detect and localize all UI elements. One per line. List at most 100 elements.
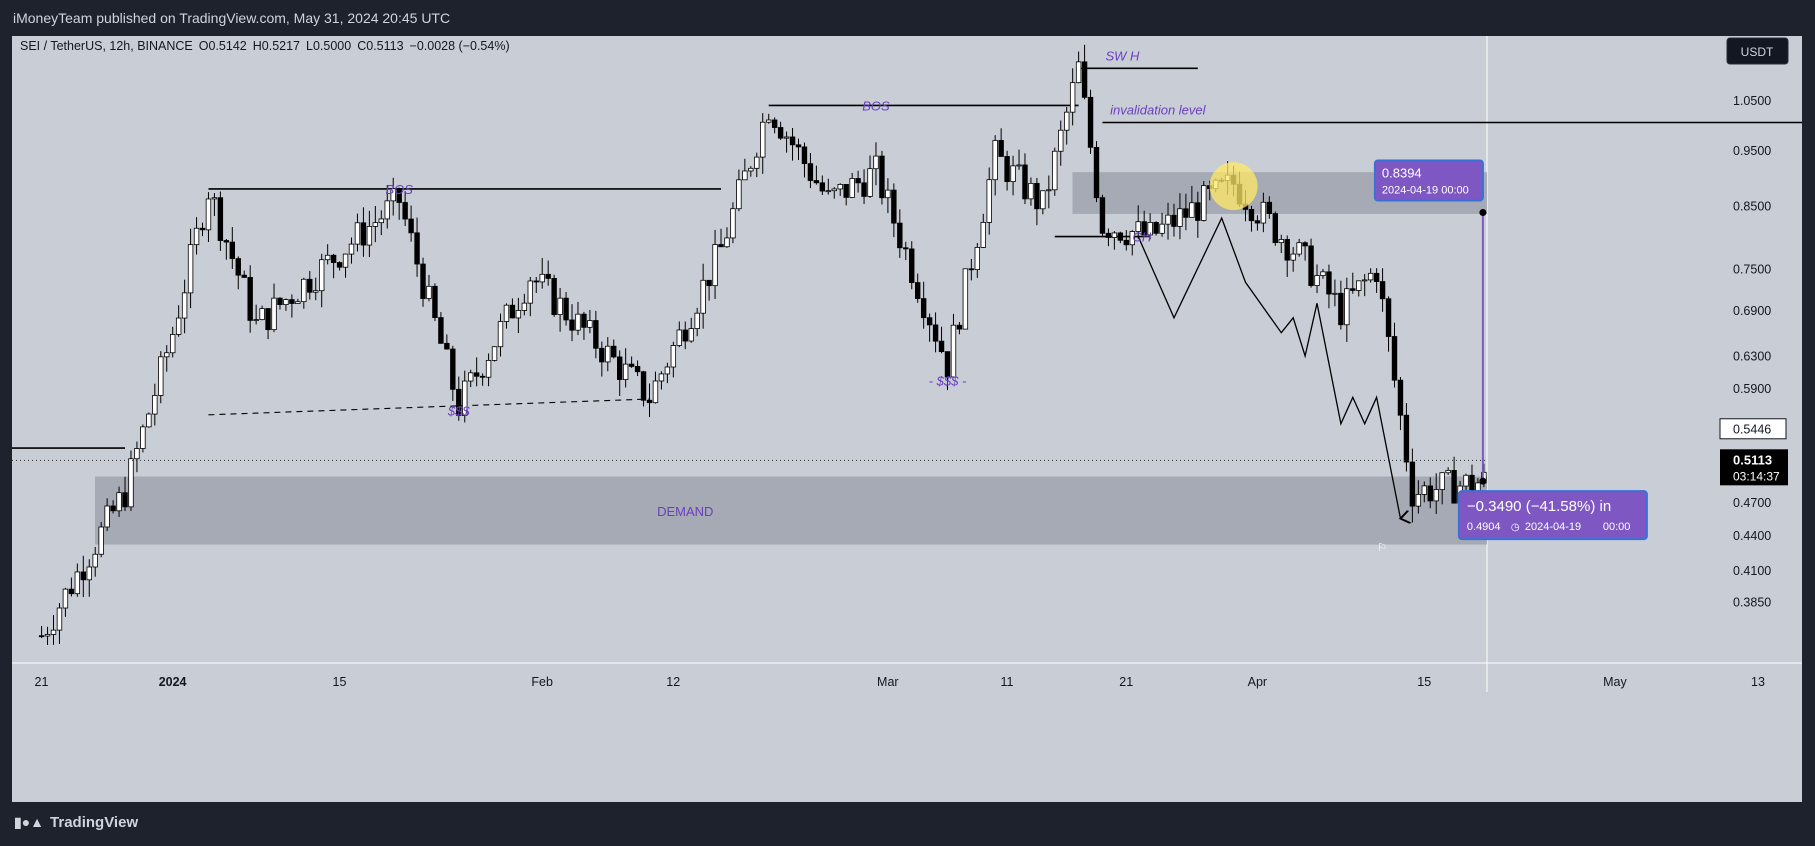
candle-body [1040, 190, 1046, 210]
candle-body [801, 146, 808, 165]
candle-body [360, 222, 367, 246]
candle-body [1153, 222, 1159, 234]
candle-body [181, 292, 188, 319]
last-price-value: 0.5113 [1733, 452, 1772, 467]
last-price-layer: 0.5113 03:14:37 [12, 449, 1788, 486]
candle-body [354, 222, 361, 245]
candle-body [1034, 182, 1040, 210]
candle-body [599, 347, 605, 363]
candle-body [628, 363, 635, 367]
candle-body [831, 188, 837, 192]
candle-body [193, 227, 200, 246]
candle-body [1266, 201, 1273, 214]
candle-body [396, 188, 402, 203]
liquidity-dashed-line [208, 398, 650, 416]
measure-change: −0.3490 (−41.58%) in [1467, 498, 1611, 515]
candle-body [950, 324, 957, 378]
candle-body [1451, 470, 1457, 504]
candle-body [1326, 271, 1332, 295]
candle-body [789, 136, 796, 146]
annotations-layer: BOS BOS SW H invalidation level CH $$$ - $$$ -… [385, 48, 1458, 554]
candle-body [855, 178, 861, 184]
candle-body [569, 319, 575, 331]
candle-body [527, 280, 533, 304]
candle-body [1391, 336, 1398, 381]
annotation-label: CH [1132, 230, 1151, 245]
candle-body [122, 492, 128, 508]
clock-icon: ◷ [1511, 522, 1520, 533]
candle-body [706, 279, 712, 287]
candle-body [1463, 474, 1469, 487]
tradingview-brand-label: TradingView [50, 814, 139, 831]
publisher-bar: iMoneyTeam published on TradingView.com,… [0, 0, 1815, 36]
candle-body [754, 156, 760, 169]
candle-body [342, 253, 349, 268]
candle-body [414, 232, 420, 265]
candle-body [932, 324, 939, 342]
candle-body [1052, 150, 1058, 191]
candle-body [682, 329, 688, 342]
candle-body [509, 304, 516, 319]
candle-body [1081, 61, 1088, 98]
last-price-countdown: 03:14:37 [1733, 469, 1780, 483]
candle-body [1350, 288, 1356, 291]
candle-body [1308, 245, 1314, 286]
candle-body [1260, 201, 1267, 224]
projected-path [1137, 216, 1400, 518]
candle-body [634, 366, 641, 373]
candle-body [605, 345, 611, 363]
candles-layer [38, 44, 1487, 645]
candle-body [968, 268, 975, 271]
candle-body [1028, 182, 1034, 200]
candle-body [301, 278, 307, 303]
annotation-label: BOS [385, 182, 413, 197]
price-tick-label: 0.3850 [1733, 596, 1771, 610]
candle-body [116, 492, 122, 512]
candle-body [152, 395, 158, 415]
candle-body [1338, 292, 1344, 326]
candle-body [462, 380, 468, 416]
candle-body [253, 319, 259, 322]
candle-body [766, 119, 772, 123]
candle-body [593, 320, 599, 349]
measure-bottom-price: 0.4904 [1467, 521, 1501, 533]
candle-body [545, 273, 551, 279]
candle-body [444, 342, 450, 350]
candle-body [1367, 272, 1374, 281]
price-pane[interactable] [12, 36, 1487, 663]
candle-body [986, 179, 992, 223]
candle-body [1087, 96, 1094, 148]
candle-body [169, 334, 176, 354]
candle-body [50, 629, 57, 635]
candle-body [1421, 485, 1427, 495]
candle-body [587, 320, 593, 328]
candle-body [1141, 221, 1147, 236]
candle-body [1272, 213, 1278, 244]
candle-body [426, 285, 432, 299]
candle-body [479, 375, 486, 378]
candle-body [324, 254, 331, 261]
candle-body [748, 167, 754, 172]
candle-body [956, 324, 963, 330]
candle-body [432, 285, 438, 318]
candle-body [557, 297, 563, 315]
chart-svg[interactable]: BOS BOS SW H invalidation level CH $$$ - $$$ -… [12, 36, 1802, 802]
candle-body [38, 635, 45, 638]
candle-body [1171, 214, 1177, 227]
measure-bottom-date: 2024-04-19 [1525, 521, 1581, 533]
candle-body [1183, 208, 1189, 218]
annotation-label: $$$ [447, 403, 470, 418]
price-tick-label: 0.4700 [1733, 496, 1771, 510]
candle-body [1004, 156, 1010, 183]
currency-button[interactable]: USDT [1726, 37, 1789, 65]
measure-layer[interactable]: 0.8394 2024-04-19 00:00 −0.3490 (−41.58%) … [1373, 159, 1648, 541]
candle-body [652, 380, 659, 404]
candle-body [646, 399, 653, 404]
candle-body [1469, 474, 1475, 492]
tradingview-brand[interactable]: ▮●▲ TradingView [14, 814, 138, 831]
candle-body [271, 297, 277, 331]
candle-body [1111, 232, 1118, 238]
candle-body [926, 317, 933, 326]
time-tick-label: 15 [333, 675, 347, 689]
candle-body [44, 634, 51, 637]
